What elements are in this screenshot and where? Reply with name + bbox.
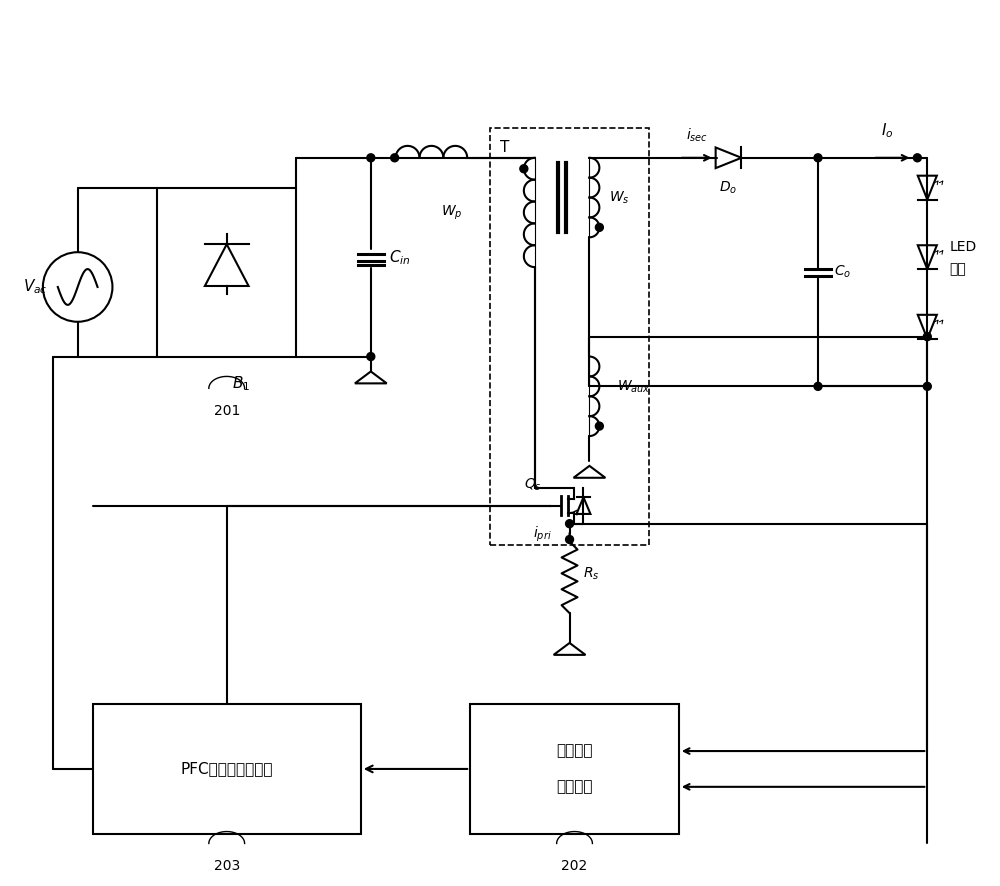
Text: 副边电流: 副边电流 — [556, 743, 593, 758]
Bar — [157, 188, 296, 356]
Bar — [93, 704, 361, 834]
Text: $i_{pri}$: $i_{pri}$ — [533, 525, 552, 544]
Text: PFC控制和驱动模块: PFC控制和驱动模块 — [180, 761, 273, 776]
Text: $V_{ac}$: $V_{ac}$ — [23, 277, 48, 296]
Text: $B_1$: $B_1$ — [232, 375, 250, 393]
Text: T: T — [500, 140, 509, 155]
Bar — [470, 704, 679, 834]
Circle shape — [566, 520, 574, 528]
Text: $R_s$: $R_s$ — [583, 565, 600, 581]
Circle shape — [923, 333, 931, 340]
Text: LED: LED — [949, 240, 976, 254]
Circle shape — [913, 154, 921, 162]
Circle shape — [391, 154, 399, 162]
Circle shape — [367, 154, 375, 162]
Text: 203: 203 — [214, 859, 240, 874]
Circle shape — [367, 353, 375, 361]
Text: 202: 202 — [561, 859, 588, 874]
Text: $C_o$: $C_o$ — [834, 264, 851, 280]
Text: $i_{sec}$: $i_{sec}$ — [686, 127, 708, 144]
Text: $Q_s$: $Q_s$ — [524, 477, 542, 493]
Circle shape — [520, 165, 528, 173]
Text: $W_{aux}$: $W_{aux}$ — [617, 378, 651, 394]
Text: $I_o$: $I_o$ — [881, 121, 894, 140]
Text: 模拟模块: 模拟模块 — [556, 780, 593, 795]
Circle shape — [595, 422, 603, 430]
Text: $W_s$: $W_s$ — [609, 190, 630, 206]
Circle shape — [814, 383, 822, 391]
Text: $D_o$: $D_o$ — [719, 180, 738, 196]
Circle shape — [595, 223, 603, 231]
Text: 201: 201 — [214, 404, 240, 418]
Text: 灯串: 灯串 — [949, 262, 966, 276]
Text: $C_{in}$: $C_{in}$ — [389, 248, 410, 267]
Circle shape — [566, 535, 574, 543]
Circle shape — [923, 383, 931, 391]
Bar — [490, 128, 649, 546]
Circle shape — [814, 154, 822, 162]
Text: $W_p$: $W_p$ — [441, 203, 462, 222]
